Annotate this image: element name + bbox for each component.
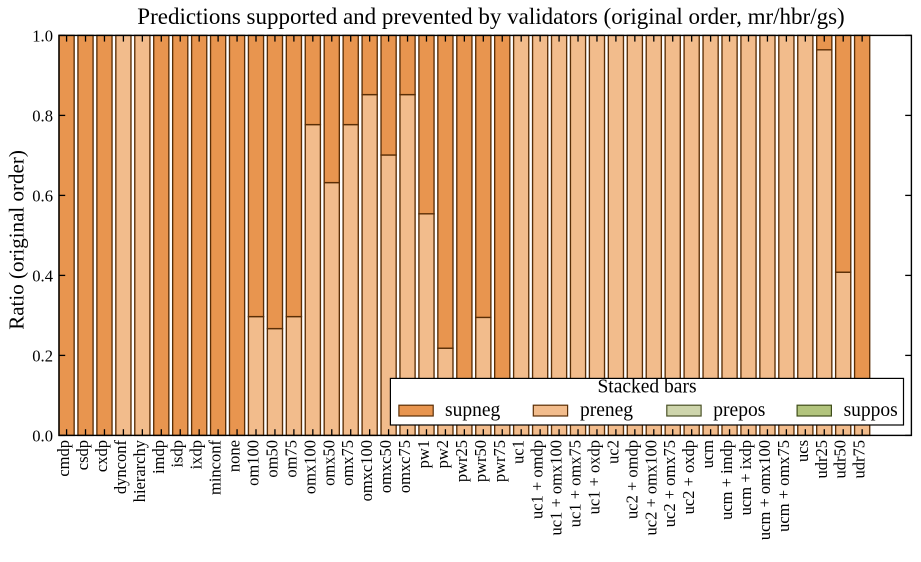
svg-text:Predictions supported and prev: Predictions supported and prevented by v…: [137, 4, 844, 29]
svg-text:pwr25: pwr25: [452, 440, 471, 482]
svg-text:prepos: prepos: [713, 400, 765, 421]
svg-text:uc1 + omdp: uc1 + omdp: [528, 440, 547, 519]
svg-text:0.6: 0.6: [32, 186, 53, 205]
svg-text:pwr75: pwr75: [490, 440, 509, 482]
svg-text:hierarchy: hierarchy: [130, 439, 149, 502]
svg-text:om50: om50: [262, 440, 281, 478]
svg-text:dynconf: dynconf: [111, 440, 130, 495]
svg-text:ixdp: ixdp: [187, 440, 206, 469]
svg-text:pw1: pw1: [414, 440, 433, 468]
svg-text:suppos: suppos: [844, 400, 898, 421]
svg-text:om75: om75: [281, 440, 300, 478]
svg-text:0.2: 0.2: [32, 346, 53, 365]
svg-text:Stacked bars: Stacked bars: [597, 376, 696, 397]
svg-text:uc1 + omx75: uc1 + omx75: [566, 440, 585, 527]
svg-text:1.0: 1.0: [32, 26, 53, 45]
svg-text:uc2 + oxdp: uc2 + oxdp: [679, 440, 698, 514]
svg-text:omx75: omx75: [338, 440, 357, 486]
svg-text:isdp: isdp: [168, 440, 187, 468]
svg-text:0.0: 0.0: [32, 426, 53, 445]
svg-text:preneg: preneg: [580, 400, 633, 421]
svg-text:om100: om100: [244, 440, 263, 486]
svg-text:cxdp: cxdp: [92, 440, 111, 472]
svg-text:0.8: 0.8: [32, 106, 53, 125]
svg-text:udr75: udr75: [850, 440, 869, 479]
svg-text:omxc50: omxc50: [376, 440, 395, 493]
svg-text:cmdp: cmdp: [54, 440, 73, 477]
svg-text:ucs: ucs: [793, 440, 812, 462]
svg-text:ucm + imdp: ucm + imdp: [717, 440, 736, 520]
svg-text:udr25: udr25: [812, 440, 831, 479]
svg-text:csdp: csdp: [73, 440, 92, 470]
svg-text:uc2 + omx75: uc2 + omx75: [660, 440, 679, 527]
svg-text:uc1 + oxdp: uc1 + oxdp: [584, 440, 603, 514]
svg-text:omx50: omx50: [319, 440, 338, 486]
svg-text:0.4: 0.4: [32, 266, 53, 285]
svg-text:ucm + omx100: ucm + omx100: [755, 440, 774, 540]
svg-text:ucm + ixdp: ucm + ixdp: [736, 440, 755, 515]
svg-text:omxc100: omxc100: [357, 440, 376, 501]
svg-text:omx100: omx100: [300, 440, 319, 494]
svg-text:pwr50: pwr50: [471, 440, 490, 482]
svg-text:Ratio (original order): Ratio (original order): [5, 150, 29, 330]
svg-text:uc1 + omx100: uc1 + omx100: [547, 440, 566, 535]
svg-text:uc2: uc2: [603, 440, 622, 464]
svg-text:uc2 + omx100: uc2 + omx100: [641, 440, 660, 535]
svg-text:udr50: udr50: [831, 440, 850, 479]
svg-text:omxc75: omxc75: [395, 440, 414, 493]
svg-text:none: none: [225, 440, 244, 472]
svg-text:minconf: minconf: [206, 440, 225, 495]
svg-text:ucm + omx75: ucm + omx75: [774, 440, 793, 532]
svg-text:pw2: pw2: [433, 440, 452, 468]
svg-text:imdp: imdp: [149, 440, 168, 474]
svg-text:supneg: supneg: [445, 400, 500, 421]
svg-text:uc1: uc1: [509, 440, 528, 464]
svg-text:ucm: ucm: [698, 440, 717, 469]
svg-text:uc2 + omdp: uc2 + omdp: [622, 440, 641, 519]
